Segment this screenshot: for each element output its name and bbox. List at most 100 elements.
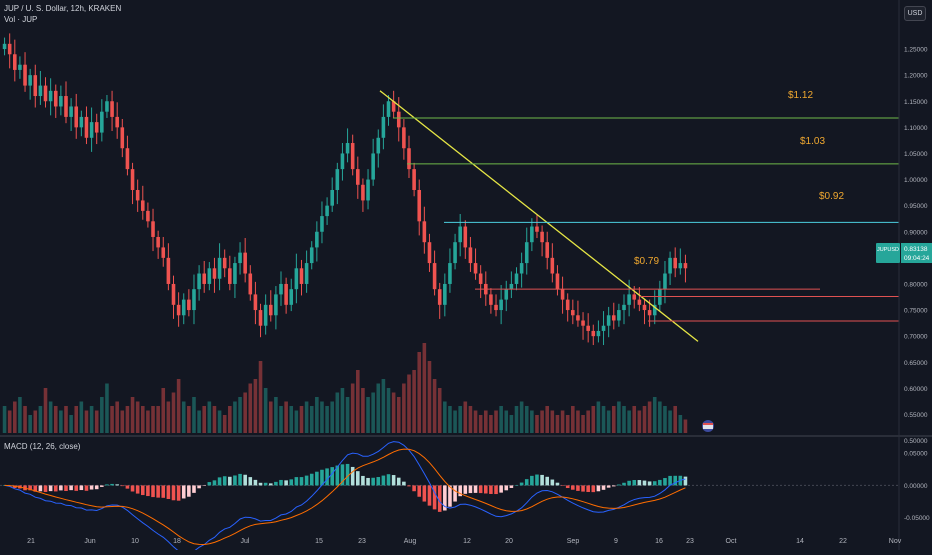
volume-bar xyxy=(289,406,294,433)
macd-histogram-bar xyxy=(151,485,155,498)
candle-body xyxy=(130,169,135,190)
volume-bar xyxy=(581,415,585,433)
macd-histogram-bar xyxy=(274,481,278,486)
candle-body xyxy=(678,263,683,269)
macd-histogram-bar xyxy=(560,485,565,486)
candle-body xyxy=(402,127,406,149)
volume-bar xyxy=(74,406,79,433)
candle-body xyxy=(524,242,529,264)
macd-histogram xyxy=(2,463,688,512)
macd-histogram-bar xyxy=(268,483,273,486)
candle-body xyxy=(105,101,109,112)
macd-histogram-bar xyxy=(135,485,140,494)
volume-bar xyxy=(84,410,89,433)
volume-bar xyxy=(514,406,519,433)
macd-histogram-bar xyxy=(642,480,647,486)
price-tick-label: 1.15000 xyxy=(904,99,928,106)
macd-histogram-bar xyxy=(468,485,473,494)
macd-histogram-bar xyxy=(540,474,544,486)
macd-histogram-bar xyxy=(586,485,590,492)
volume-bar xyxy=(135,401,140,433)
macd-histogram-bar xyxy=(166,485,171,499)
volume-bar xyxy=(632,406,637,433)
volume-bar xyxy=(448,406,452,433)
macd-histogram-bar xyxy=(417,485,422,497)
price-tick-label: 0.60000 xyxy=(904,386,928,393)
macd-histogram-bar xyxy=(110,483,114,486)
volume-bar xyxy=(53,406,58,433)
candle-body xyxy=(7,43,12,55)
volume-bar xyxy=(176,379,181,433)
macd-histogram-bar xyxy=(427,485,432,506)
flag-icon[interactable] xyxy=(702,420,714,432)
macd-histogram-bar xyxy=(627,480,631,486)
macd-histogram-bar xyxy=(504,485,509,491)
macd-histogram-bar xyxy=(161,485,166,498)
candle-body xyxy=(28,75,32,86)
candle-body xyxy=(13,54,17,70)
candle-body xyxy=(458,226,462,243)
volume-bar xyxy=(279,406,283,433)
volume-bar xyxy=(233,401,237,433)
volume-bar xyxy=(28,415,32,433)
candle-body xyxy=(64,96,68,117)
macd-histogram-bar xyxy=(89,485,94,490)
macd-histogram-bar xyxy=(550,479,555,486)
macd-histogram-bar xyxy=(386,474,391,486)
currency-button[interactable]: USD xyxy=(904,6,926,21)
candle-body xyxy=(161,247,166,258)
descending-trendline[interactable] xyxy=(379,90,699,342)
volume-bar xyxy=(217,410,222,433)
macd-histogram-bar xyxy=(335,465,340,486)
candle-body xyxy=(304,263,309,284)
candle-body xyxy=(586,325,590,331)
price-tick-label: 0.65000 xyxy=(904,360,928,367)
macd-histogram-bar xyxy=(652,481,657,486)
macd-histogram-bar xyxy=(422,485,427,502)
macd-histogram-bar xyxy=(571,485,575,490)
candle-body xyxy=(222,257,227,269)
candle-body xyxy=(43,85,48,102)
volume-bar xyxy=(524,406,529,433)
volume-bar xyxy=(59,410,63,433)
candle-body xyxy=(2,43,7,50)
candle-body xyxy=(571,310,575,316)
macd-histogram-bar xyxy=(202,485,207,486)
volume-bar xyxy=(565,415,570,433)
macd-histogram-bar xyxy=(192,485,196,493)
macd-histogram-bar xyxy=(402,481,406,486)
candle-body xyxy=(212,268,217,279)
volume-bar xyxy=(427,361,432,433)
macd-histogram-bar xyxy=(48,485,53,492)
macd-histogram-bar xyxy=(606,485,611,488)
volume-bar xyxy=(299,406,304,433)
candle-body xyxy=(463,226,468,248)
candle-body xyxy=(356,169,360,185)
macd-histogram-bar xyxy=(350,466,355,486)
candle-body xyxy=(48,90,53,102)
volume-bar xyxy=(412,370,416,433)
macd-histogram-bar xyxy=(330,467,334,486)
candle-body xyxy=(125,148,130,170)
macd-axis[interactable]: 0.05000 0.00000 -0.05000 xyxy=(904,451,930,523)
time-tick-label: Aug xyxy=(404,538,417,545)
candle-body xyxy=(38,85,43,97)
time-tick-label: 16 xyxy=(655,538,663,545)
candle-body xyxy=(581,320,585,326)
macd-histogram-bar xyxy=(289,479,294,486)
macd-histogram-bar xyxy=(499,485,503,493)
macd-histogram-bar xyxy=(243,474,247,486)
candle-body xyxy=(617,310,621,321)
macd-histogram-bar xyxy=(483,485,488,494)
candle-body xyxy=(110,101,114,117)
macd-histogram-bar xyxy=(325,468,329,486)
candle-body xyxy=(555,273,560,290)
macd-histogram-bar xyxy=(381,475,386,486)
price-tag-value: 0.83138 xyxy=(904,246,928,253)
macd-histogram-bar xyxy=(320,469,324,486)
time-axis[interactable]: 21 Jun 10 18 Jul 15 23 Aug 12 20 Sep 9 16 23 Oct 14 22 No… xyxy=(27,538,902,545)
candle-body xyxy=(611,315,616,321)
candle-body xyxy=(146,210,150,222)
candle-body xyxy=(565,299,570,311)
